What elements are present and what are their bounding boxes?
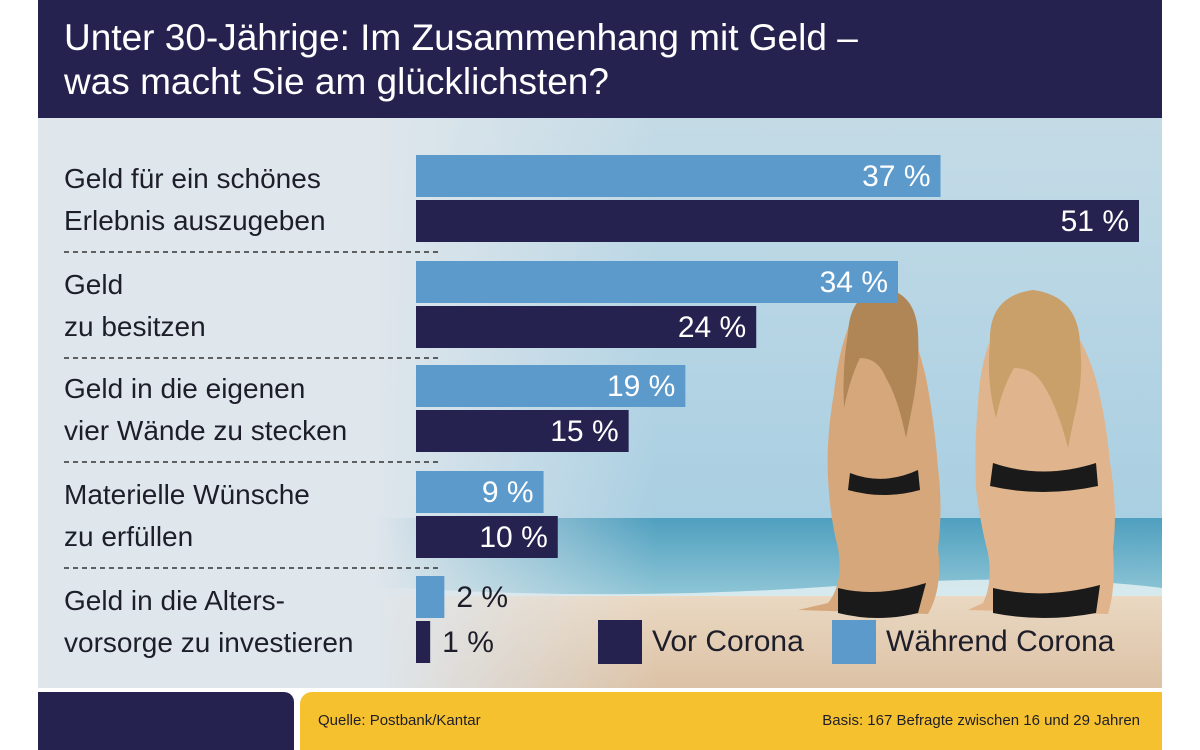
data-label-waehrend-corona-3: 19 % [607, 370, 675, 403]
bar-vor-corona-2 [416, 306, 757, 348]
woman-right [968, 290, 1115, 618]
source-note: Quelle: Postbank/Kantar [318, 712, 481, 729]
bar-vor-corona-4 [416, 516, 558, 558]
header-banner: Unter 30-Jährige: Im Zusammenhang mit Ge… [38, 0, 1162, 118]
category-label-1: Geld für ein schönes Erlebnis auszugeben [64, 163, 326, 236]
category-label-4: Materielle Wünsche zu erfüllen [64, 479, 310, 552]
basis-note: Basis: 167 Befragte zwischen 16 und 29 J… [822, 712, 1140, 729]
data-label-waehrend-corona-1: 37 % [862, 160, 930, 193]
legend-swatch-vor-corona [598, 620, 642, 664]
bar-chart: 37 % 51 % 34 % 24 %19 % 15 % 9 % 10 % 2 % 1 % [64, 155, 1139, 663]
legend-label-vor-corona: Vor Corona [652, 625, 804, 658]
footer-source-bar: Quelle: Postbank/Kantar Basis: 167 Befra… [300, 692, 1162, 750]
category-label-5: Geld in die Alters- vorsorge zu investie… [64, 585, 354, 658]
category-label-2: Geld zu besitzen [64, 269, 206, 342]
woman-left [798, 288, 941, 618]
bar-vor-corona-3 [416, 410, 629, 452]
bar-waehrend-corona-5 [416, 576, 445, 618]
data-label-vor-corona-3: 15 % [550, 415, 618, 448]
bar-waehrend-corona-2 [416, 261, 898, 303]
bar-waehrend-corona-1 [416, 155, 941, 197]
bar-vor-corona-5 [416, 621, 431, 663]
bar-waehrend-corona-3 [416, 365, 686, 407]
data-label-vor-corona-1: 51 % [1061, 205, 1129, 238]
category-label-3: Geld in die eigenen vier Wände zu stecke… [64, 373, 348, 446]
footer-dark-block [38, 692, 294, 750]
data-label-vor-corona-5: 1 % [442, 626, 494, 659]
data-label-waehrend-corona-4: 9 % [482, 476, 534, 509]
legend-label-waehrend-corona: Während Corona [886, 625, 1115, 658]
page-title: Unter 30-Jährige: Im Zusammenhang mit Ge… [64, 17, 858, 102]
footer: Quelle: Postbank/Kantar Basis: 167 Befra… [0, 692, 1200, 750]
data-label-waehrend-corona-2: 34 % [820, 266, 888, 299]
data-label-vor-corona-2: 24 % [678, 311, 746, 344]
data-label-vor-corona-4: 10 % [479, 521, 547, 554]
bar-waehrend-corona-4 [416, 471, 544, 513]
legend-swatch-waehrend-corona [832, 620, 876, 664]
chart-panel: Geld für ein schönes Erlebnis auszugeben… [38, 118, 1162, 688]
bar-vor-corona-1 [416, 200, 1139, 242]
data-label-waehrend-corona-5: 2 % [456, 581, 508, 614]
